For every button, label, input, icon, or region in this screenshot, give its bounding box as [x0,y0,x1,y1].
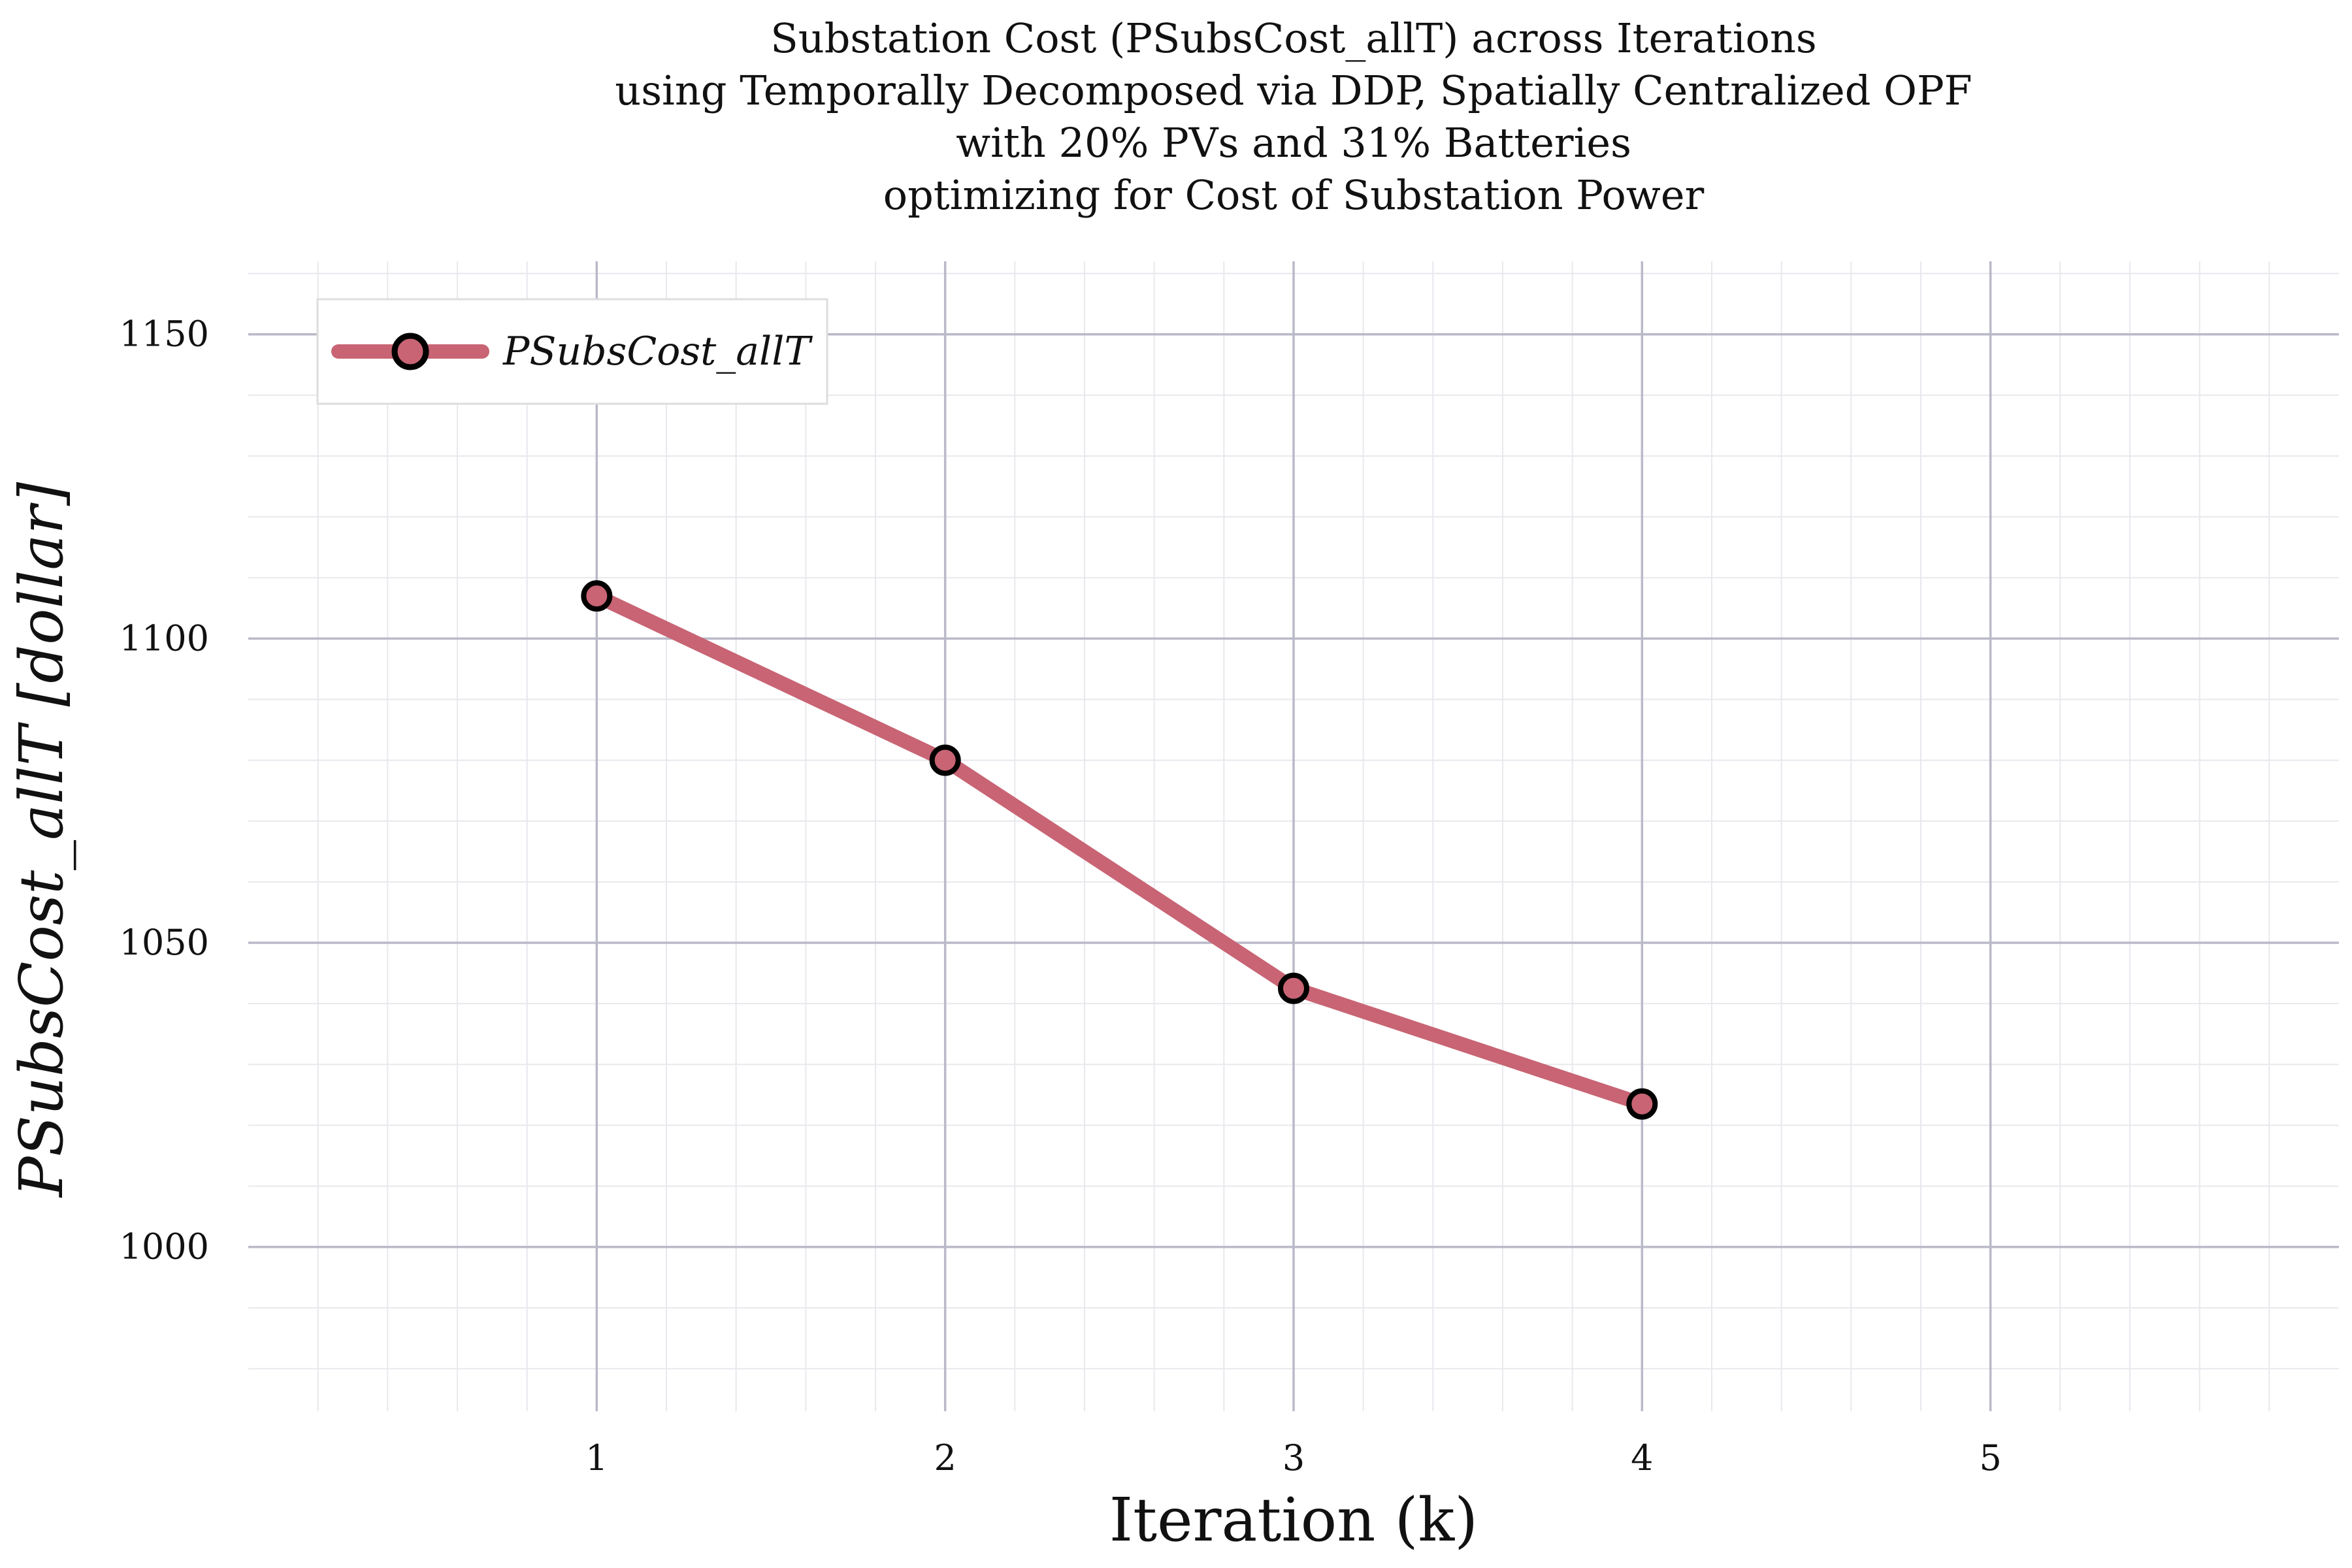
legend: PSubsCost_allT [316,298,828,405]
x-tick-labels: 1 2 3 4 5 [585,1437,2002,1478]
x-tick-label: 1 [585,1437,608,1478]
x-tick-label: 5 [1979,1437,2001,1478]
title-line-3: with 20% PVs and 31% Batteries [956,119,1631,167]
major-grid [248,261,2339,1411]
series-line [589,589,1650,1111]
data-point [581,580,613,612]
x-tick-label: 2 [934,1437,956,1478]
data-point [1278,972,1309,1004]
y-tick-label: 1100 [120,617,209,659]
legend-entry-label: PSubsCost_allT [502,329,813,374]
legend-marker-swatch [391,333,429,370]
data-point [929,744,961,776]
data-point [1626,1088,1658,1120]
chart-title: Substation Cost (PSubsCost_allT) across … [615,14,1972,219]
y-tick-labels: 1000 1050 1100 1150 [120,314,209,1267]
y-tick-label: 1150 [120,314,209,355]
y-tick-label: 1050 [120,922,209,963]
title-line-4: optimizing for Cost of Substation Power [883,171,1705,219]
x-tick-label: 4 [1631,1437,1653,1478]
x-axis-label: Iteration (k) [1109,1485,1478,1555]
data-series [581,580,1658,1120]
title-line-2: using Temporally Decomposed via DDP, Spa… [615,67,1972,114]
title-line-1: Substation Cost (PSubsCost_allT) across … [770,14,1816,62]
y-tick-label: 1000 [120,1226,209,1267]
y-axis-label: PSubsCost_allT [dollar] [7,482,76,1198]
x-tick-label: 3 [1282,1437,1305,1478]
